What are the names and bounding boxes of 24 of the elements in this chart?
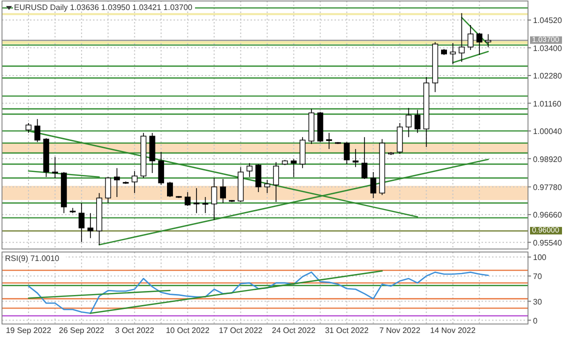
- y-tick-label: 100: [533, 253, 547, 262]
- x-tick-label: 10 Oct 2022: [166, 326, 210, 335]
- y-tick-label: 0.95540: [533, 238, 562, 248]
- x-tick-label: 19 Sep 2022: [6, 326, 52, 335]
- y-tick-label: 1.00040: [533, 127, 562, 136]
- x-tick-label: 26 Sep 2022: [58, 326, 105, 335]
- y-tick-label: 70: [533, 272, 542, 282]
- chart-title: EURUSD Daily 1.03636 1.03950 1.03421 1.03700: [14, 3, 193, 12]
- y-tick-label: 0.97780: [533, 182, 562, 192]
- y-tick-label: 30: [533, 297, 542, 306]
- x-tick-label: 17 Oct 2022: [218, 326, 264, 335]
- x-tick-label: 14 Nov 2022: [430, 326, 476, 335]
- y-tick-label: 1.02280: [533, 72, 562, 81]
- x-tick-label: 24 Oct 2022: [272, 326, 316, 335]
- y-tick-label: 1.03400: [533, 44, 562, 53]
- x-tick-label: 31 Oct 2022: [324, 326, 370, 335]
- y-tick-label: 0: [533, 316, 538, 326]
- chart-title: RSI(9) 71.0010: [5, 254, 60, 263]
- y-tick-label: 1.04520: [533, 16, 562, 26]
- x-tick-label: 7 Nov 2022: [379, 326, 421, 335]
- x-tick-label: 3 Oct 2022: [115, 326, 155, 335]
- y-tick-label: 1.01160: [533, 99, 562, 108]
- y-tick-label: 0.96660: [533, 210, 562, 220]
- y-tick-label: 0.98920: [533, 154, 562, 164]
